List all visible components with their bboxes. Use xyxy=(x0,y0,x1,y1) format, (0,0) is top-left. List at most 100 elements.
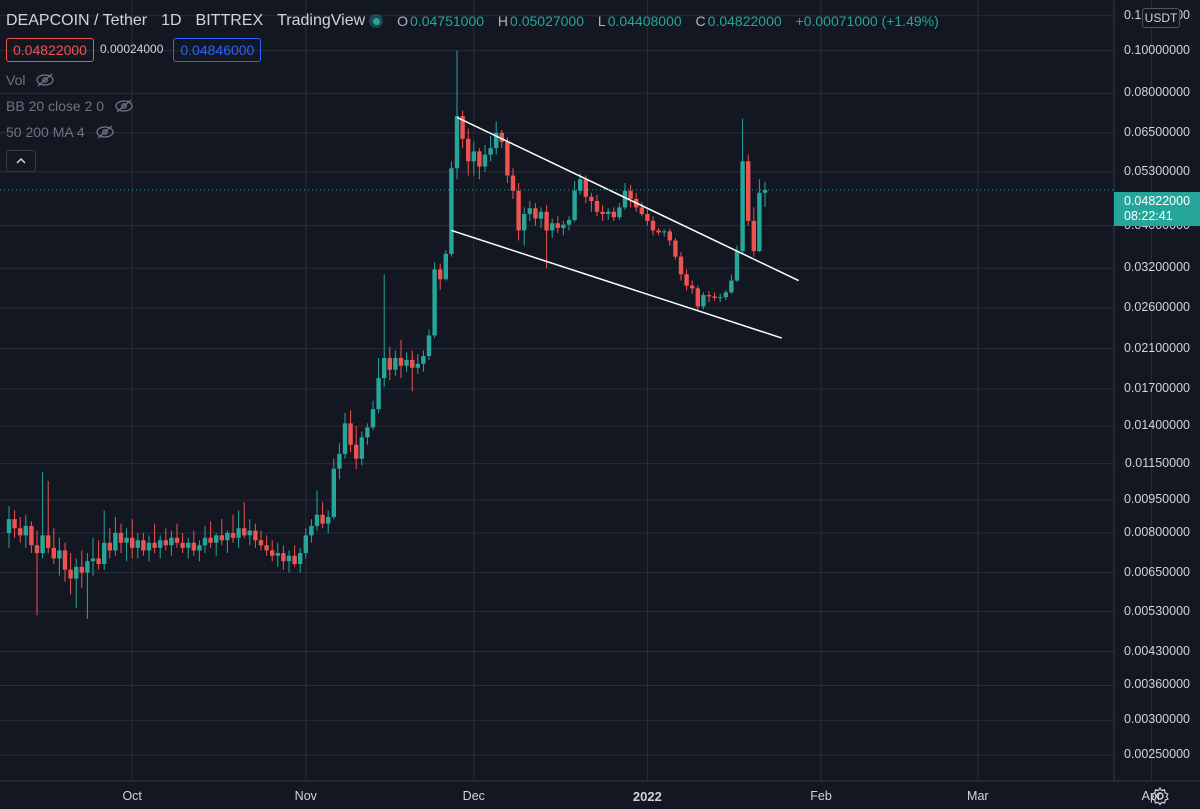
symbol-name[interactable]: DEAPCOIN / Tether xyxy=(6,12,148,29)
candle-body xyxy=(432,269,437,336)
candle xyxy=(102,510,107,570)
candle-body xyxy=(197,545,202,551)
candle xyxy=(527,200,532,221)
candle-body xyxy=(387,357,392,370)
candle xyxy=(533,203,538,226)
candle xyxy=(656,227,661,236)
candle xyxy=(628,184,633,208)
candle-body xyxy=(410,359,415,368)
candle xyxy=(757,179,762,253)
eye-crossed-icon[interactable] xyxy=(35,73,55,87)
candle-body xyxy=(611,211,616,218)
currency-badge[interactable]: USDT xyxy=(1142,8,1180,28)
candle-body xyxy=(662,231,667,233)
candle-body xyxy=(566,219,572,225)
price-tick-label: 0.01400000 xyxy=(1123,418,1190,433)
price-tick-label: 0.02600000 xyxy=(1123,299,1190,314)
candle xyxy=(107,528,112,559)
chevron-up-icon xyxy=(16,157,26,164)
candle-body xyxy=(68,569,73,579)
candles xyxy=(6,50,768,619)
candle xyxy=(303,528,308,559)
candle xyxy=(516,182,521,241)
countdown-timer: 08:22:41 xyxy=(1124,209,1173,223)
sell-price-button[interactable]: 0.04822000 xyxy=(6,38,94,62)
interval-label[interactable]: 1D xyxy=(161,12,182,29)
candle-body xyxy=(118,532,124,543)
candle xyxy=(158,535,163,559)
candle xyxy=(298,547,303,573)
candle-body xyxy=(494,132,499,149)
candle xyxy=(29,521,34,554)
candle xyxy=(449,161,454,257)
candle xyxy=(208,521,213,548)
candle-body xyxy=(544,211,549,231)
price-tick-label: 0.02100000 xyxy=(1123,340,1190,355)
exchange-label: BITTREX xyxy=(195,12,264,29)
trendlines[interactable] xyxy=(451,116,799,339)
candle xyxy=(113,516,118,556)
candle-body xyxy=(673,240,678,257)
candle xyxy=(34,530,40,616)
candle-body xyxy=(348,423,353,445)
candle-body xyxy=(23,525,28,536)
candle xyxy=(348,410,353,453)
candle-body xyxy=(253,530,258,541)
candle-body xyxy=(342,423,348,454)
price-tick-label: 0.01700000 xyxy=(1123,381,1190,395)
candle-body xyxy=(678,256,684,275)
candle-body xyxy=(303,535,308,554)
candle xyxy=(90,537,96,576)
candle xyxy=(51,528,56,564)
candle xyxy=(141,532,146,556)
candle xyxy=(247,519,252,546)
candle-body xyxy=(214,535,219,543)
indicator-bb[interactable]: BB 20 close 2 0 xyxy=(6,98,134,114)
candle-body xyxy=(639,207,644,215)
candle xyxy=(393,350,398,376)
candle xyxy=(762,181,768,207)
candle xyxy=(130,519,135,559)
eye-crossed-icon[interactable] xyxy=(114,99,134,113)
candle xyxy=(342,412,348,459)
candle xyxy=(146,535,152,562)
price-tick-label: 0.00300000 xyxy=(1123,712,1190,727)
candle-body xyxy=(135,540,140,548)
candle-body xyxy=(113,532,118,551)
candle-body xyxy=(57,550,62,559)
gear-icon[interactable] xyxy=(1150,786,1170,806)
candle-body xyxy=(505,141,510,176)
candle-body xyxy=(398,357,404,366)
candle xyxy=(219,519,224,546)
candle xyxy=(242,502,247,538)
candle-body xyxy=(421,356,426,364)
candle xyxy=(673,237,678,260)
candle-body xyxy=(90,558,96,562)
time-tick-label: Dec xyxy=(462,789,485,803)
candle xyxy=(202,525,208,554)
candle-body xyxy=(415,363,420,368)
candle xyxy=(555,216,560,233)
candle-body xyxy=(12,519,17,529)
candle-body xyxy=(712,296,717,298)
candle-body xyxy=(488,148,493,155)
candle-body xyxy=(270,550,275,556)
collapse-legend-button[interactable] xyxy=(6,150,36,172)
candle-body xyxy=(449,168,454,254)
candle-body xyxy=(454,116,460,169)
indicator-vol[interactable]: Vol xyxy=(6,72,55,88)
candle xyxy=(163,528,168,551)
buy-price-button[interactable]: 0.04846000 xyxy=(173,38,262,62)
indicator-ma[interactable]: 50 200 MA 4 xyxy=(6,124,115,140)
candle xyxy=(365,423,370,445)
candle-body xyxy=(690,285,695,289)
candle-body xyxy=(572,190,577,220)
last-price-value: 0.04822000 xyxy=(1124,194,1191,208)
candle xyxy=(40,472,45,559)
price-tick-label: 0.00800000 xyxy=(1123,524,1190,539)
candle xyxy=(135,532,140,559)
candle xyxy=(118,523,124,554)
eye-crossed-icon[interactable] xyxy=(95,125,115,139)
